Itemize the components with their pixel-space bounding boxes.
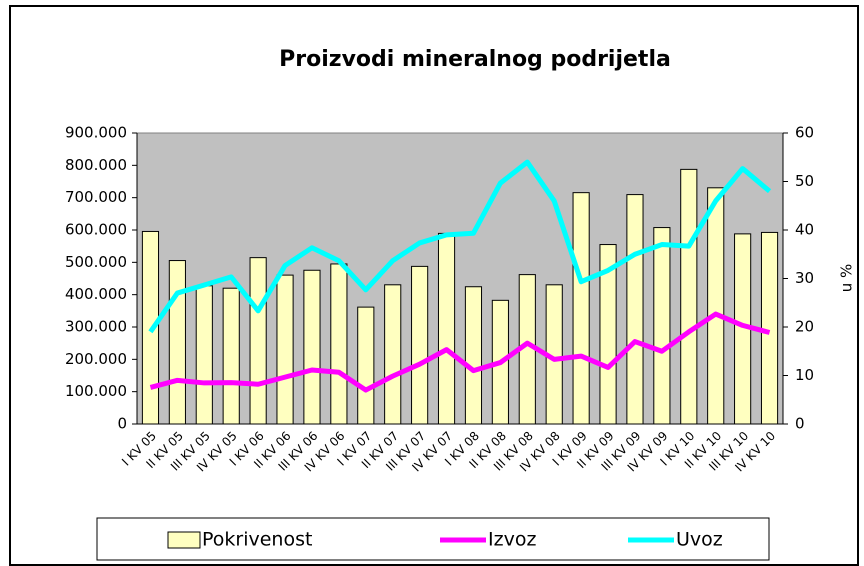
bar xyxy=(357,306,375,425)
bar xyxy=(599,244,617,425)
y2-tick-label: 40 xyxy=(795,221,814,239)
y2-tick-label: 10 xyxy=(795,366,814,384)
line xyxy=(148,159,772,334)
y2-axis-label: u % xyxy=(838,264,856,293)
bar xyxy=(384,284,402,425)
legend-label: Uvoz xyxy=(676,529,723,551)
bar xyxy=(168,260,186,425)
bar xyxy=(222,287,240,425)
bar xyxy=(760,231,779,425)
bar xyxy=(626,194,644,425)
bar xyxy=(303,269,321,425)
line xyxy=(149,311,771,393)
y-tick-label: 0 xyxy=(117,415,127,433)
bar xyxy=(330,263,348,425)
bar xyxy=(195,285,213,425)
bar xyxy=(276,274,294,425)
y-tick-label: 400.000 xyxy=(65,285,127,303)
y-tick-label: 300.000 xyxy=(65,318,127,336)
y2-tick-label: 50 xyxy=(795,172,814,190)
plot-area xyxy=(136,132,784,425)
y2-tick-label: 0 xyxy=(795,415,805,433)
y-tick-label: 100.000 xyxy=(65,382,127,400)
bar xyxy=(464,286,483,425)
y2-tick-label: 30 xyxy=(795,269,814,287)
bar xyxy=(411,265,429,425)
legend-swatch xyxy=(167,531,201,549)
y-tick-label: 700.000 xyxy=(65,188,127,206)
bar xyxy=(437,232,456,425)
legend-label: Izvoz xyxy=(488,529,536,551)
y2-tick-label: 20 xyxy=(795,318,814,336)
bar xyxy=(249,257,267,425)
y-tick-label: 500.000 xyxy=(65,253,127,271)
bar xyxy=(707,187,725,425)
bar xyxy=(680,168,698,425)
y-tick-label: 800.000 xyxy=(65,156,127,174)
y-tick-label: 900.000 xyxy=(65,124,127,142)
y-tick-label: 600.000 xyxy=(65,221,127,239)
chart-title: Proizvodi mineralnog podrijetla xyxy=(279,47,671,72)
legend-label: Pokrivenost xyxy=(202,529,312,551)
y2-tick-label: 60 xyxy=(795,124,814,142)
bar xyxy=(572,192,590,425)
y-tick-label: 200.000 xyxy=(65,350,127,368)
bar xyxy=(653,227,671,425)
